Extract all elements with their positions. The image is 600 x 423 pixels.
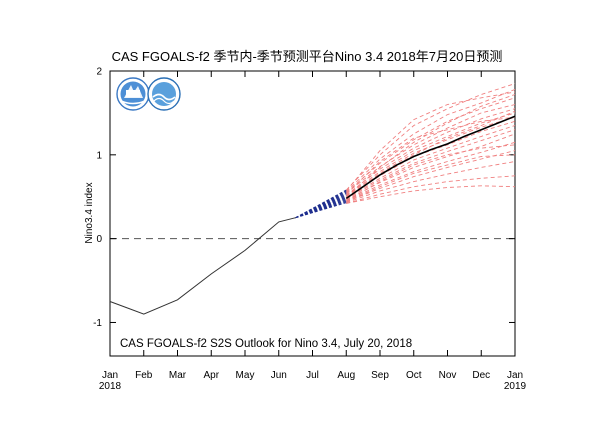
subseasonal-member-line-1 — [295, 200, 347, 219]
subseasonal-member-line-10 — [295, 190, 347, 219]
x-tick-label-5: Jun — [271, 370, 287, 381]
x-tick-label-6: Jul — [306, 370, 319, 381]
x-tick-label-9: Oct — [406, 370, 422, 381]
ensemble-member-line-11 — [346, 141, 516, 202]
ensemble-member-line-8 — [346, 125, 516, 199]
ensemble-member-line-1 — [345, 88, 516, 193]
ensemble-mean-line — [345, 115, 516, 200]
ensemble-member-line-9 — [346, 129, 516, 200]
ensemble-member-line-14 — [346, 175, 516, 204]
ensemble-member-line-15 — [346, 185, 516, 204]
chart-title: CAS FGOALS-f2 季节内-季节预测平台Nino 3.4 2018年7月… — [112, 49, 503, 64]
y-tick-label-0: 2 — [96, 67, 102, 78]
subseasonal-member-line-3 — [295, 198, 347, 219]
ensemble-member-line-16 — [345, 91, 516, 192]
ensemble-member-line-19 — [346, 110, 516, 200]
x-tick-label-0: Jan — [102, 370, 118, 381]
y-axis-label: Nino3.4 index — [84, 182, 95, 243]
ensemble-member-line-21 — [346, 154, 516, 203]
x-tick-label-3: Apr — [203, 370, 219, 381]
subseasonal-member-line-4 — [295, 197, 347, 219]
ensemble-member-line-12 — [346, 150, 516, 203]
x-tick-label-4: May — [236, 370, 255, 381]
logo-lasg — [147, 77, 181, 111]
subseasonal-member-line-6 — [295, 195, 347, 219]
subseasonal-member-line-2 — [295, 199, 347, 219]
subseasonal-member-line-9 — [295, 191, 347, 219]
chart-annotation: CAS FGOALS-f2 S2S Outlook for Nino 3.4, … — [120, 338, 412, 350]
x-tick-label-10: Nov — [439, 370, 457, 381]
x-tick-sublabel-12: 2019 — [504, 381, 527, 392]
observed-line — [109, 217, 296, 315]
x-tick-label-8: Sep — [371, 370, 389, 381]
ensemble-member-line-17 — [345, 116, 516, 195]
ensemble-member-line-4 — [346, 108, 516, 196]
x-tick-sublabel-0: 2018 — [99, 381, 122, 392]
ensemble-member-line-0 — [345, 83, 516, 191]
y-tick-label-2: 0 — [96, 234, 102, 245]
logo-iap — [116, 77, 150, 111]
ensemble-member-line-10 — [346, 133, 516, 201]
x-tick-label-2: Mar — [169, 370, 187, 381]
ensemble-member-line-7 — [346, 120, 516, 198]
ensemble-member-line-2 — [346, 97, 516, 193]
y-tick-label-1: 1 — [96, 150, 102, 161]
ensemble-member-line-13 — [346, 161, 516, 204]
x-tick-label-12: Jan — [507, 370, 523, 381]
x-tick-label-11: Dec — [472, 370, 490, 381]
subseasonal-member-line-8 — [295, 193, 347, 219]
x-tick-label-1: Feb — [135, 370, 153, 381]
subseasonal-member-line-7 — [295, 194, 347, 219]
ensemble-member-line-18 — [346, 94, 516, 198]
y-tick-label-3: -1 — [93, 318, 102, 329]
x-tick-label-7: Aug — [337, 370, 355, 381]
ensemble-member-line-5 — [346, 112, 516, 197]
subseasonal-member-line-0 — [295, 202, 347, 219]
ensemble-member-line-20 — [346, 144, 516, 202]
subseasonal-member-line-5 — [295, 196, 347, 219]
ensemble-member-line-3 — [346, 104, 516, 194]
